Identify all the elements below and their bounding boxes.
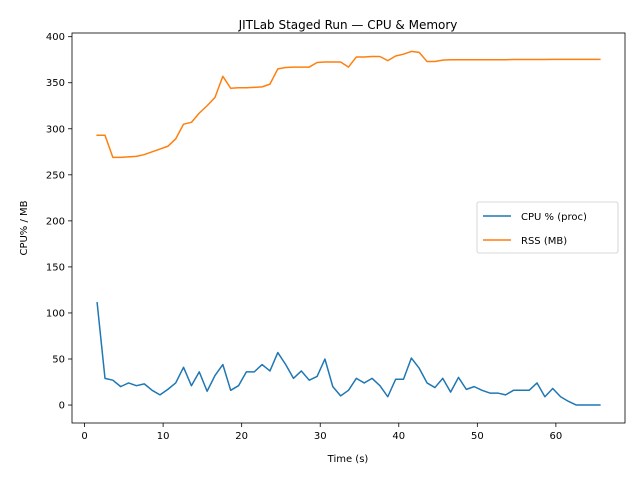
y-axis-ticks: 0 50 100 150 200 250 300 350 400 (46, 32, 72, 412)
y-tick-label: 250 (46, 170, 65, 181)
y-tick-label: 100 (46, 308, 65, 319)
x-tick-label: 30 (314, 431, 327, 442)
legend-label-rss: RSS (MB) (521, 236, 567, 247)
y-tick-label: 300 (46, 124, 65, 135)
y-tick-label: 50 (52, 354, 65, 365)
x-tick-label: 20 (235, 431, 248, 442)
x-tick-label: 0 (81, 431, 87, 442)
series-line-cpu (96, 301, 601, 406)
x-tick-label: 40 (392, 431, 405, 442)
legend-label-cpu: CPU % (proc) (521, 212, 587, 223)
x-tick-label: 10 (157, 431, 170, 442)
y-tick-label: 400 (46, 32, 65, 43)
y-tick-label: 200 (46, 216, 65, 227)
x-axis-label: Time (s) (327, 454, 369, 465)
x-tick-label: 60 (550, 431, 563, 442)
y-tick-label: 150 (46, 262, 65, 273)
x-tick-label: 50 (471, 431, 484, 442)
y-tick-label: 0 (59, 401, 65, 412)
chart-title: JITLab Staged Run — CPU & Memory (238, 18, 458, 32)
legend-box (476, 201, 619, 254)
plot-frame (71, 32, 626, 424)
y-tick-label: 350 (46, 78, 65, 89)
y-axis-label: CPU% / MB (19, 200, 30, 255)
series-layer (96, 50, 601, 406)
series-line-rss (96, 50, 601, 159)
x-axis-ticks: 0 10 20 30 40 50 60 (81, 423, 562, 442)
legend: CPU % (proc) RSS (MB) (476, 201, 619, 254)
